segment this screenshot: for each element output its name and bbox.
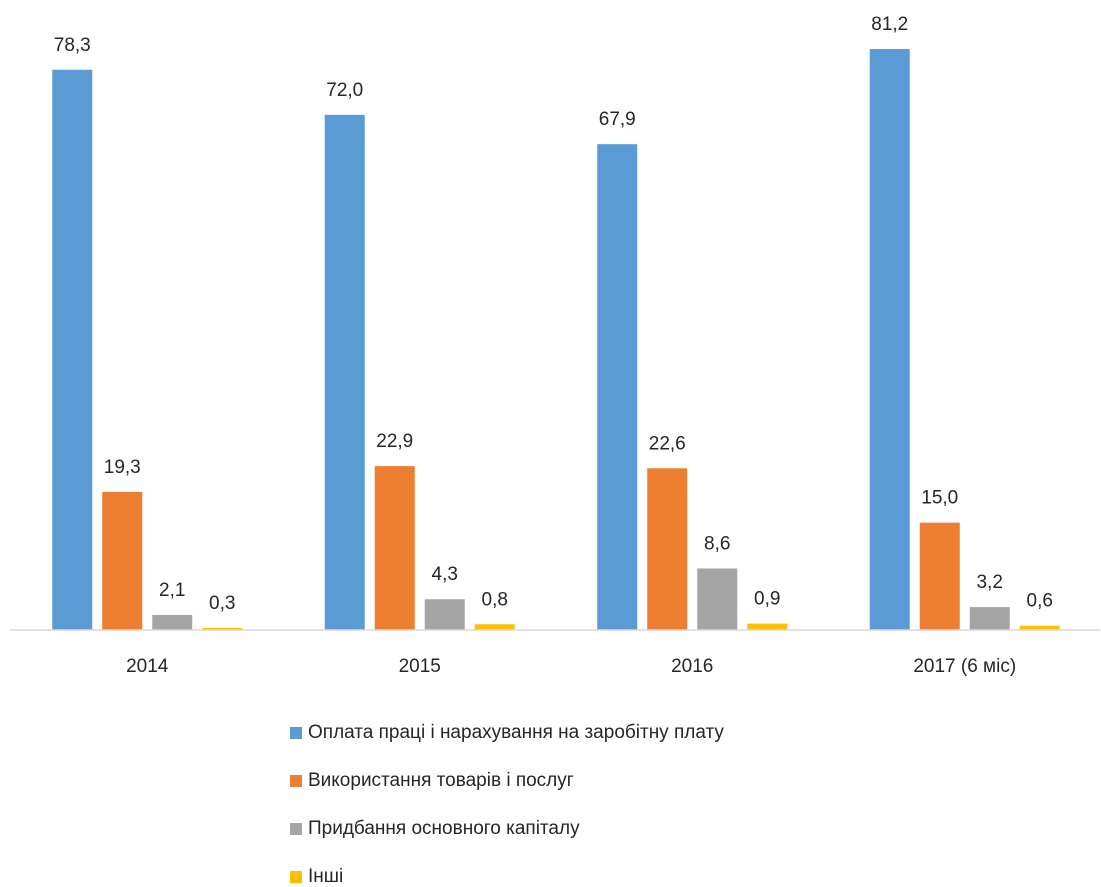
bar <box>374 466 415 630</box>
x-tick-label: 2017 (6 міс) <box>913 656 1016 677</box>
bar <box>474 624 515 630</box>
bar <box>647 468 688 630</box>
bar <box>1019 625 1060 630</box>
legend-swatch <box>290 775 302 787</box>
bar <box>919 522 960 630</box>
data-label: 78,3 <box>54 35 91 56</box>
bar <box>152 614 193 630</box>
data-label: 81,2 <box>871 14 908 35</box>
bar <box>969 607 1010 630</box>
legend-label: Придбання основного капіталу <box>308 818 580 839</box>
data-label: 0,6 <box>1027 591 1053 612</box>
legend-swatch <box>290 823 302 835</box>
bar <box>324 114 365 631</box>
data-label: 8,6 <box>704 533 730 554</box>
legend-label: Оплата праці і нарахування на заробітну … <box>308 722 724 743</box>
data-label: 22,9 <box>376 431 413 452</box>
legend-label: Інші <box>308 866 343 887</box>
legend-label: Використання товарів і послуг <box>308 770 574 791</box>
x-tick-label: 2016 <box>671 656 713 677</box>
legend-swatch <box>290 727 302 739</box>
data-label: 2,1 <box>159 580 185 601</box>
bar <box>869 49 910 631</box>
data-label: 22,6 <box>649 433 686 454</box>
data-label: 72,0 <box>326 80 363 101</box>
data-label: 3,2 <box>977 572 1003 593</box>
data-label: 0,3 <box>209 593 235 614</box>
data-label: 0,8 <box>482 589 508 610</box>
bar <box>597 144 638 630</box>
x-tick-label: 2015 <box>399 656 441 677</box>
data-label: 67,9 <box>599 109 636 130</box>
data-label: 4,3 <box>432 564 458 585</box>
legend-swatch <box>290 871 302 883</box>
bar <box>747 623 788 630</box>
data-label: 19,3 <box>104 457 141 478</box>
bar <box>202 627 243 630</box>
bar <box>424 599 465 630</box>
data-label: 15,0 <box>921 488 958 509</box>
bar <box>697 568 738 630</box>
x-tick-label: 2014 <box>126 656 169 677</box>
data-label: 0,9 <box>754 589 780 610</box>
bar <box>102 491 143 630</box>
bar <box>52 69 93 631</box>
